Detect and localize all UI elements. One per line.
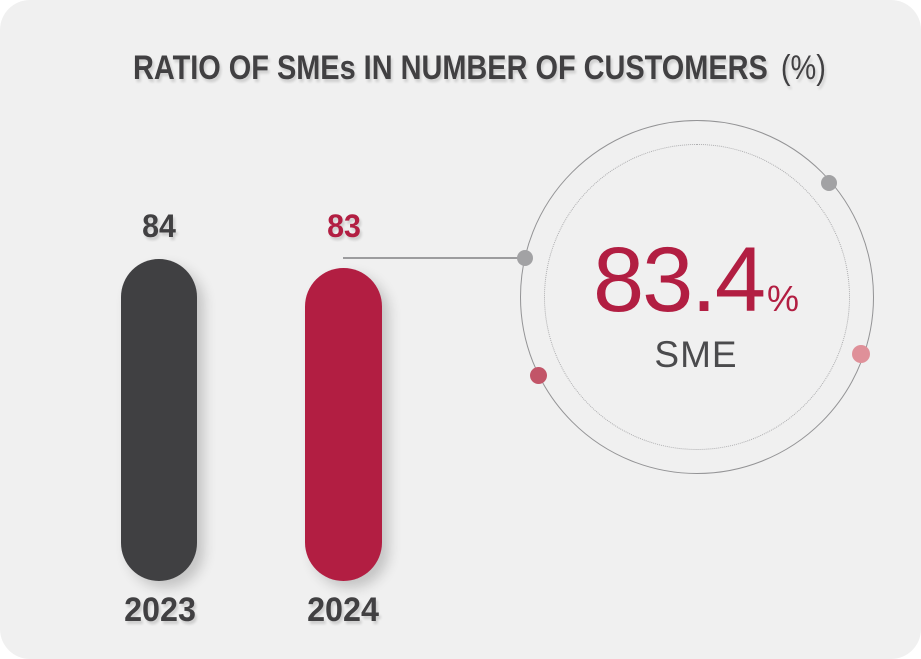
callout-value-number: 83.4 [592, 229, 766, 331]
callout-value: 83.4% [520, 234, 872, 326]
chart-title-unit: (%) [780, 49, 826, 87]
callout-dotted-circle [544, 144, 850, 450]
circle-dot-gray-left [517, 250, 533, 266]
circle-dot-pink-right [852, 345, 870, 363]
circle-dot-gray-top-right [821, 175, 837, 191]
bar-2024 [305, 268, 382, 581]
chart-title-text: RATIO OF SMEs IN NUMBER OF CUSTOMERS [133, 49, 768, 87]
axis-label-2023: 2023 [124, 591, 196, 629]
leader-line [343, 257, 525, 259]
bar-value-label-2023: 84 [142, 208, 176, 244]
bar-value-label-2024: 83 [327, 208, 361, 244]
chart-title: RATIO OF SMEs IN NUMBER OF CUSTOMERS (%) [133, 49, 826, 88]
circle-dot-rose-bottom-left [530, 367, 547, 384]
callout-value-unit: % [767, 278, 800, 319]
bar-2023 [121, 259, 197, 581]
axis-label-2024: 2024 [307, 591, 379, 629]
callout-label: SME [654, 334, 738, 375]
callout-outer-circle [520, 120, 874, 474]
